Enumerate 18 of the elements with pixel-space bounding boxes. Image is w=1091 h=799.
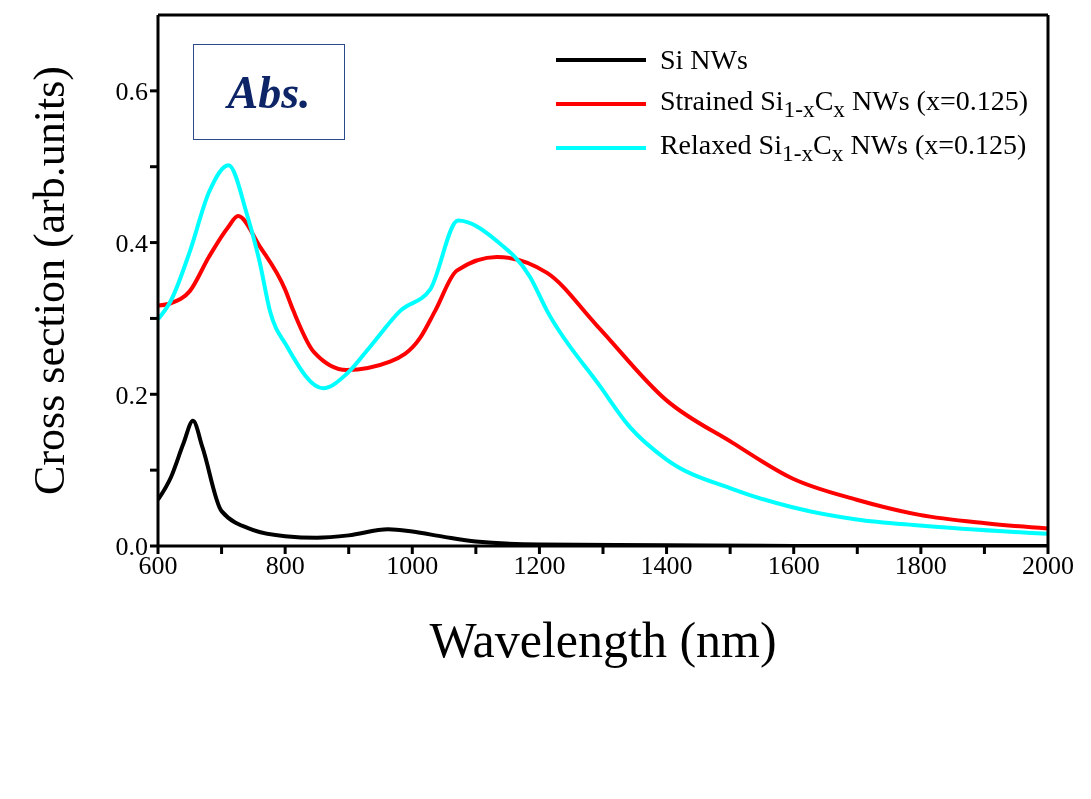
legend-label: Relaxed Si$_{1-x}$C$_{x}$ NWs (x=0.125) bbox=[659, 129, 1027, 167]
x-axis-title: Wavelength (nm) bbox=[429, 612, 777, 668]
legend-label: Si NWs bbox=[659, 44, 748, 76]
line-series bbox=[158, 163, 1048, 536]
y-tick-label: 0.2 bbox=[115, 380, 148, 410]
y-tick-label: 0.6 bbox=[115, 77, 148, 107]
x-tick-label: 1400 bbox=[640, 551, 693, 581]
x-tick-label: 800 bbox=[265, 551, 305, 581]
label-box: Abs. bbox=[193, 44, 345, 140]
x-tick-label: 1800 bbox=[894, 551, 947, 581]
line-series bbox=[158, 214, 1048, 531]
x-tick-label: 1600 bbox=[767, 551, 820, 581]
legend-label: Strained Si$_{1-x}$C$_{x}$ NWs (x=0.125) bbox=[659, 85, 1028, 123]
y-tick-label: 0.4 bbox=[115, 228, 148, 258]
x-tick-label: 1000 bbox=[386, 551, 439, 581]
y-axis-title: Cross section (arb.units) bbox=[24, 66, 74, 495]
x-tick-label: 1200 bbox=[513, 551, 566, 581]
x-tick-label: 2000 bbox=[1022, 551, 1074, 581]
